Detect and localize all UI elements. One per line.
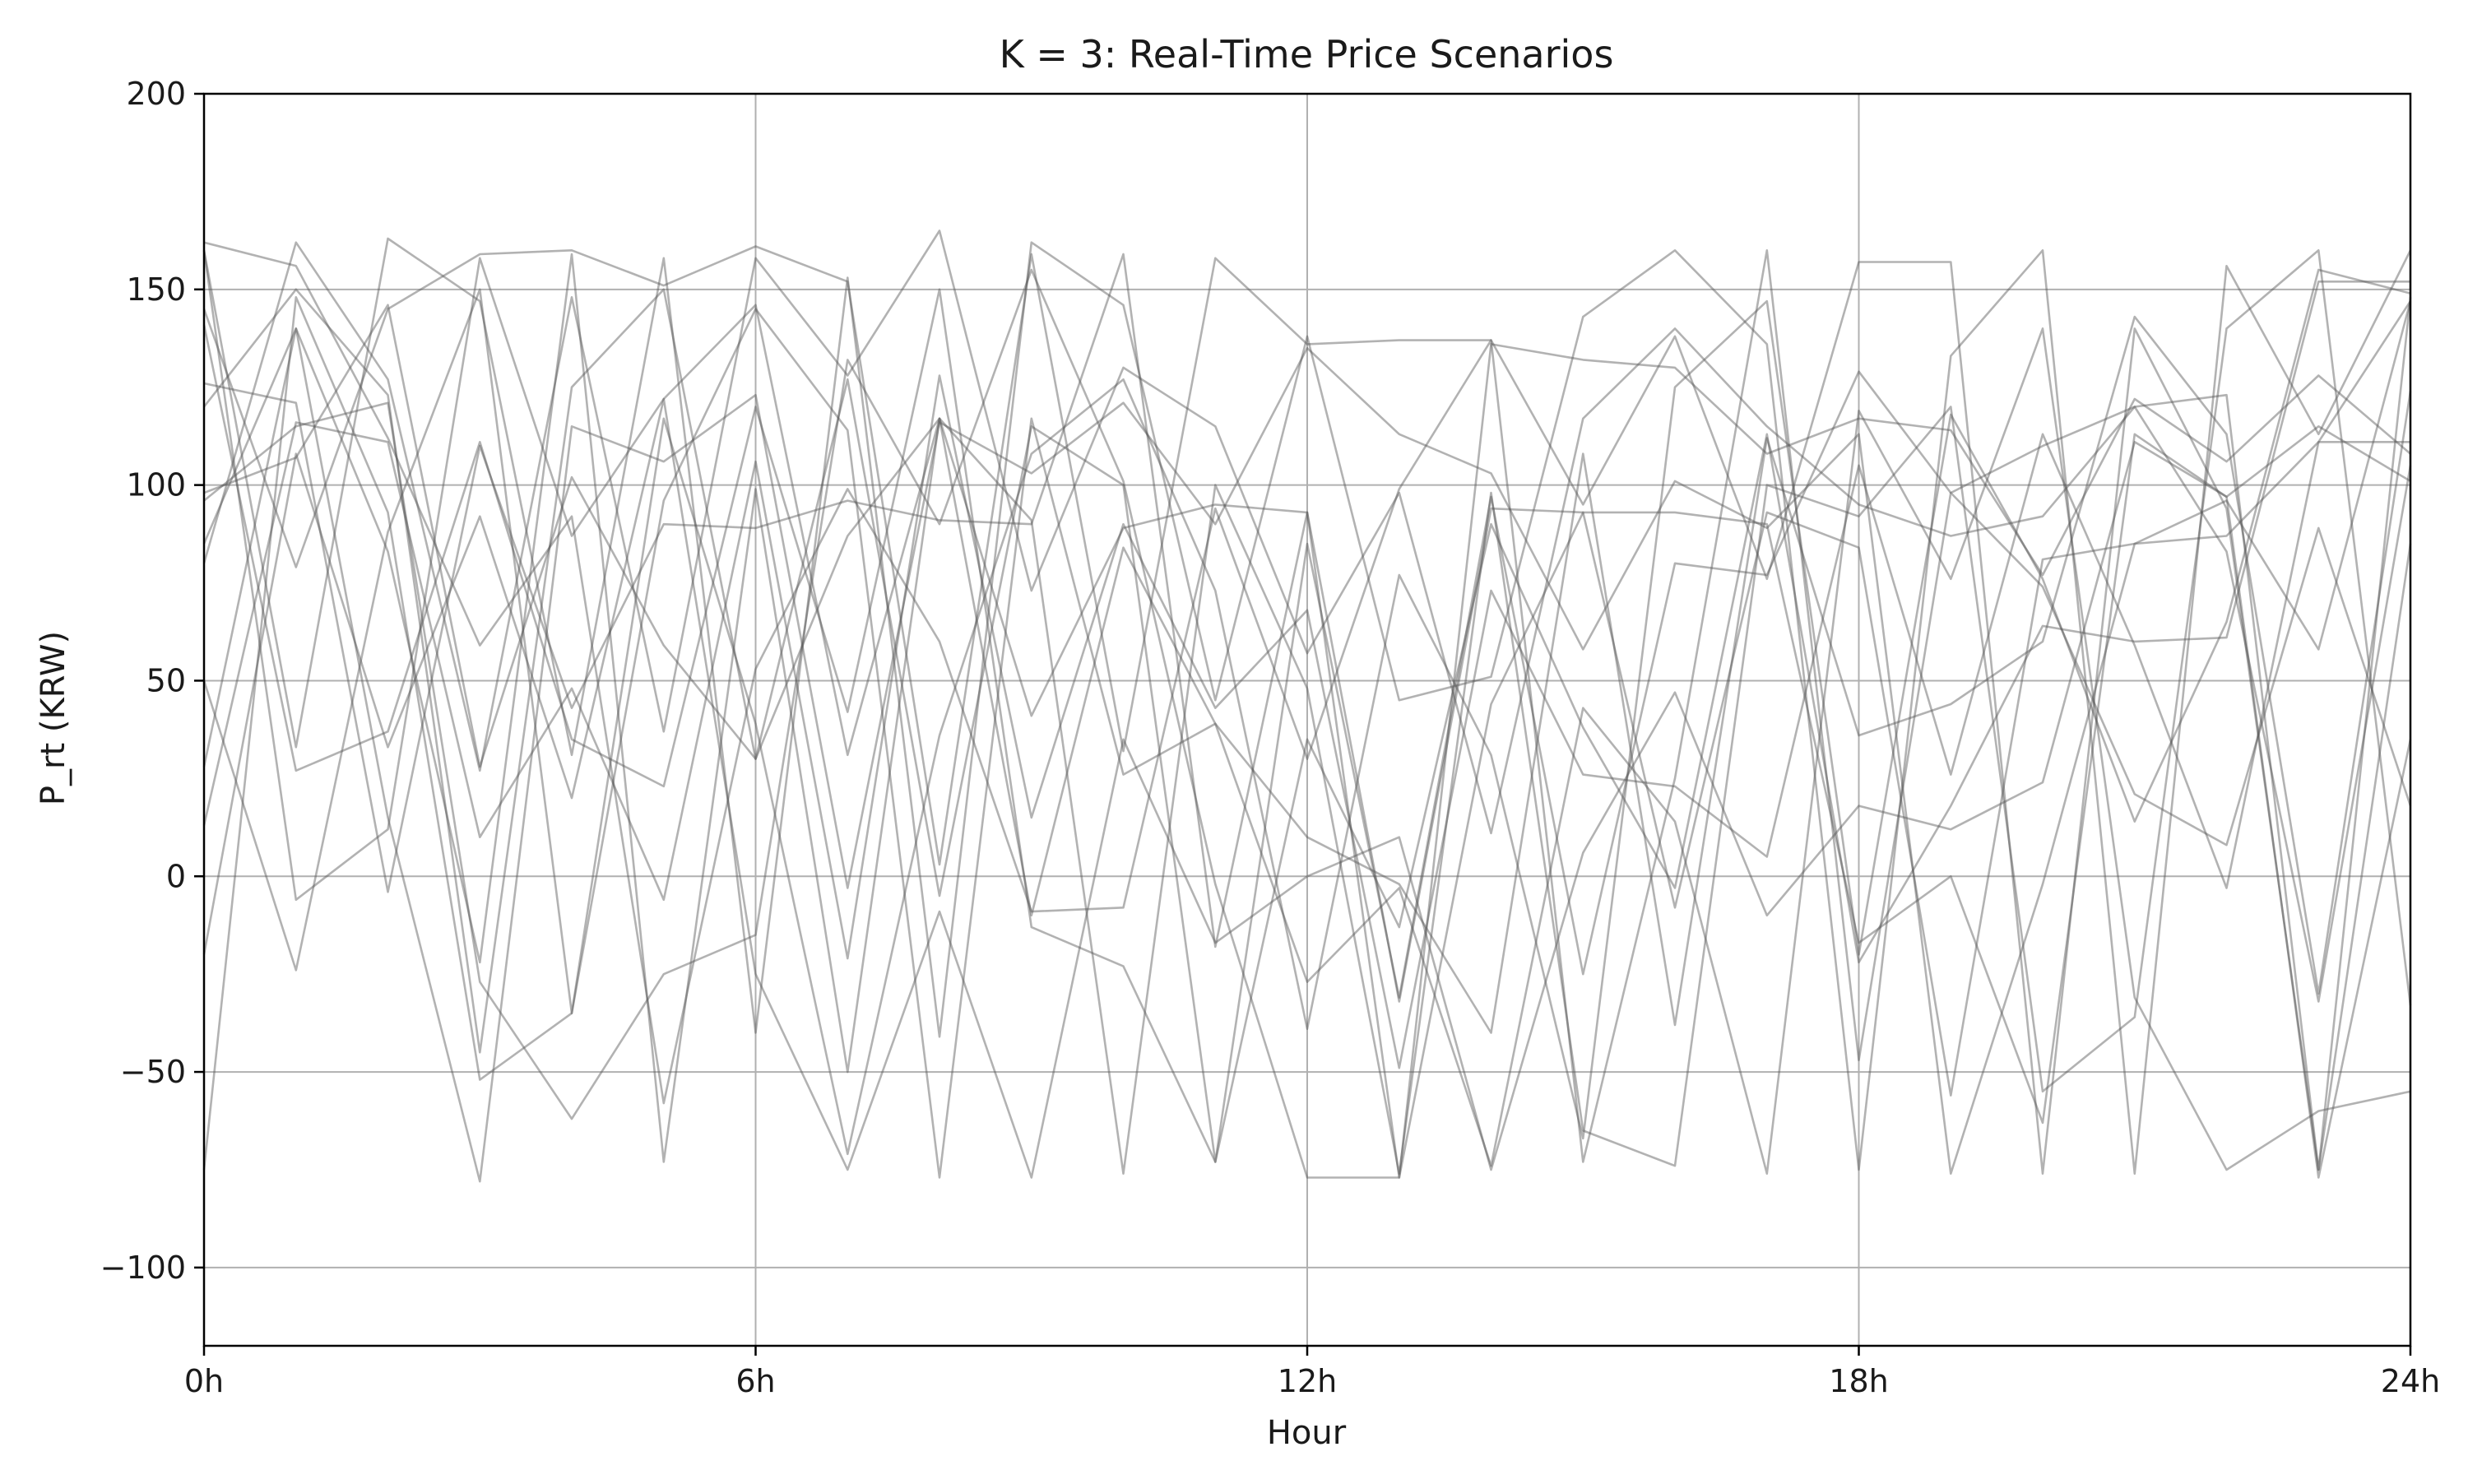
y-axis-label: P_rt (KRW) [35, 631, 72, 805]
y-tick-label: 150 [126, 271, 186, 308]
y-tick-label: 100 [126, 467, 186, 503]
scenario-line-8 [203, 268, 2411, 1179]
y-tick-label: 0 [166, 858, 186, 894]
scenario-line-2 [202, 245, 2412, 1175]
scenario-line-5 [202, 230, 2412, 1171]
scenario-line-15 [202, 300, 2412, 1069]
scenario-line-7 [202, 280, 2410, 1163]
scenario-line-4 [202, 288, 2412, 1163]
series-lines [202, 230, 2412, 1183]
x-tick-label: 0h [184, 1363, 224, 1399]
scenario-line-6 [202, 250, 2411, 1179]
chart-title: K = 3: Real-Time Price Scenarios [1000, 32, 1614, 77]
scenario-line-13 [202, 397, 2412, 1179]
x-tick-label: 12h [1278, 1363, 1337, 1399]
y-tick-label: −50 [120, 1054, 186, 1090]
x-axis-ticks: 0h 6h 12h 18h 24h [184, 1346, 2440, 1399]
scenario-line-12 [203, 241, 2412, 1163]
x-axis-label: Hour [1267, 1414, 1347, 1452]
scenario-line-1 [202, 237, 2412, 1175]
scenario-line-11 [203, 304, 2411, 1175]
scenario-line-16 [202, 268, 2411, 1156]
scenario-line-10 [202, 295, 2412, 1179]
y-tick-label: 200 [126, 76, 186, 112]
y-tick-label: 50 [146, 662, 186, 698]
y-tick-label: −100 [100, 1250, 186, 1286]
y-axis-ticks: −100 −50 0 50 100 150 200 [100, 76, 204, 1286]
x-tick-label: 24h [2381, 1363, 2440, 1399]
scenario-line-3 [203, 253, 2412, 1097]
x-tick-label: 6h [735, 1363, 775, 1399]
scenario-line-9 [202, 327, 2410, 1183]
x-tick-label: 18h [1829, 1363, 1888, 1399]
scenario-line-14 [202, 248, 2412, 1175]
